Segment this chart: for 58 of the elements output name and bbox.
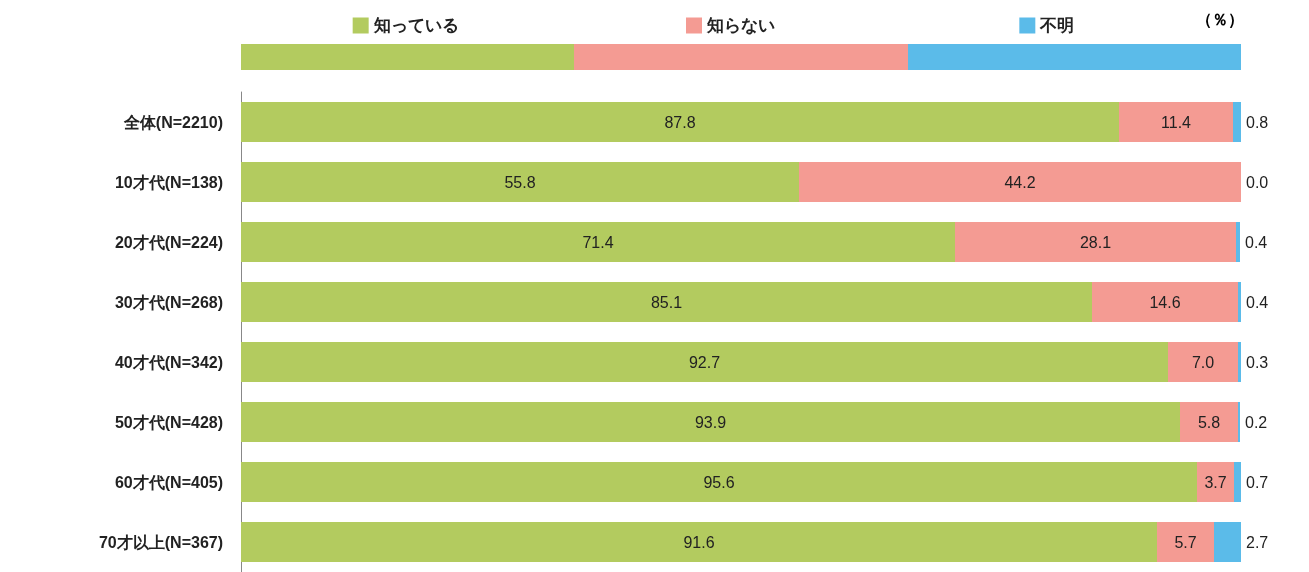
bar bbox=[1180, 402, 1238, 442]
data-label: 71.4 bbox=[582, 233, 614, 251]
data-label: 0.8 bbox=[1246, 113, 1269, 131]
data-label: 92.7 bbox=[688, 353, 721, 371]
data-label: 2.7 bbox=[1246, 533, 1269, 551]
data-label: 3.7 bbox=[1204, 473, 1227, 491]
data-label: 95.6 bbox=[703, 473, 735, 491]
data-label: 87.8 bbox=[664, 113, 696, 131]
legend-label: 知っている bbox=[372, 16, 459, 35]
bar bbox=[241, 102, 1119, 142]
y-tick-label: 30才代(N=268) bbox=[114, 293, 223, 311]
bar bbox=[241, 522, 1157, 562]
y-tick-label: 70才以上(N=367) bbox=[98, 533, 223, 551]
data-label: 0.4 bbox=[1245, 233, 1268, 251]
data-label: 5.7 bbox=[1174, 533, 1197, 551]
data-label: 44.2 bbox=[1004, 173, 1036, 191]
data-label: 91.6 bbox=[683, 533, 715, 551]
data-label: 55.8 bbox=[504, 173, 536, 191]
bar bbox=[1233, 102, 1241, 142]
legend-label: 不明 bbox=[1039, 16, 1075, 35]
data-label: 11.4 bbox=[1161, 113, 1192, 131]
y-tick-label: 60才代(N=405) bbox=[114, 473, 223, 491]
bar bbox=[1238, 342, 1241, 382]
y-tick-label: 50才代(N=428) bbox=[114, 413, 223, 431]
y-tick-label: 10才代(N=138) bbox=[114, 173, 223, 191]
data-label: 28.1 bbox=[1079, 233, 1112, 251]
bar bbox=[1238, 282, 1241, 322]
bar bbox=[1092, 282, 1238, 322]
bar bbox=[1157, 522, 1214, 562]
bar bbox=[799, 162, 1241, 202]
legend-label: 知らない bbox=[706, 16, 775, 35]
bar bbox=[241, 462, 1197, 502]
data-label: 0.3 bbox=[1246, 353, 1269, 371]
text: （％） bbox=[1196, 10, 1244, 31]
y-tick-label: 20才代(N=224) bbox=[114, 233, 223, 251]
bar bbox=[241, 162, 799, 202]
bar bbox=[1236, 222, 1240, 262]
data-label: 0.2 bbox=[1245, 413, 1268, 431]
y-tick-label: 40才代(N=342) bbox=[114, 353, 223, 371]
bar bbox=[1168, 342, 1238, 382]
bar bbox=[955, 222, 1236, 262]
data-label: 7.0 bbox=[1191, 353, 1215, 371]
bar bbox=[241, 222, 955, 262]
bar bbox=[1119, 102, 1233, 142]
y-tick-label: 全体(N=2210) bbox=[122, 113, 223, 131]
data-label: 0.4 bbox=[1246, 293, 1269, 311]
bar bbox=[241, 342, 1168, 382]
data-label: 0.7 bbox=[1246, 473, 1269, 491]
data-label: 14.6 bbox=[1149, 293, 1181, 311]
bar bbox=[1214, 522, 1241, 562]
data-label: 5.8 bbox=[1197, 413, 1221, 431]
data-label: 85.1 bbox=[650, 293, 683, 311]
bar bbox=[1197, 462, 1234, 502]
bar bbox=[1234, 462, 1241, 502]
data-label: 0.0 bbox=[1246, 173, 1269, 191]
bar bbox=[241, 402, 1180, 442]
bar bbox=[241, 282, 1092, 322]
data-label: 93.9 bbox=[694, 413, 727, 431]
